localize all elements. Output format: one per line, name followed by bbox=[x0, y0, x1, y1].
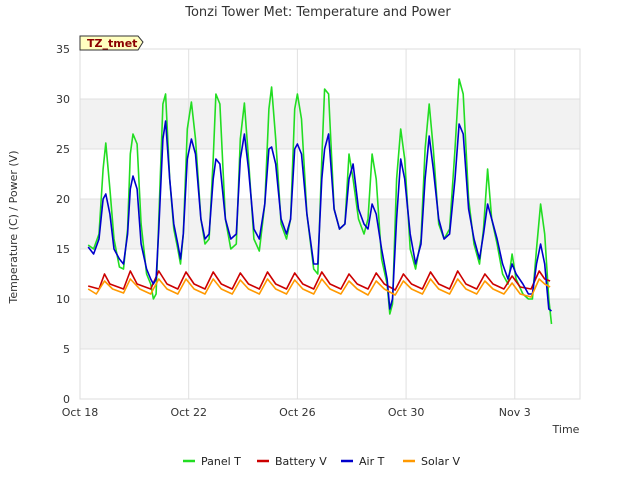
badge-box bbox=[79, 35, 144, 51]
y-tick-label: 5 bbox=[63, 343, 70, 356]
series-line-air-t bbox=[87, 120, 552, 312]
y-tick-label: 10 bbox=[56, 293, 70, 306]
plot-band bbox=[80, 199, 580, 249]
y-tick-label: 25 bbox=[56, 143, 70, 156]
x-tick-label: Oct 26 bbox=[279, 406, 316, 419]
plot-frame bbox=[79, 48, 581, 400]
station-badge: TZ_tmet bbox=[79, 35, 144, 51]
series-group bbox=[87, 78, 553, 325]
x-axis-label: Time bbox=[552, 423, 580, 436]
series-line-solar-v bbox=[87, 278, 551, 298]
x-tick-label: Oct 22 bbox=[170, 406, 207, 419]
y-tick-labels: 0 5 10 15 20 25 30 35 bbox=[56, 43, 70, 406]
series-line-battery-v bbox=[87, 270, 551, 291]
plot-band bbox=[80, 299, 580, 349]
y-tick-label: 0 bbox=[63, 393, 70, 406]
legend-label-panel-t: Panel T bbox=[201, 455, 241, 468]
x-tick-label: Nov 3 bbox=[499, 406, 531, 419]
x-tick-labels: Oct 18 Oct 22 Oct 26 Oct 30 Nov 3 bbox=[62, 406, 531, 419]
legend-label-battery-v: Battery V bbox=[275, 455, 327, 468]
y-tick-label: 35 bbox=[56, 43, 70, 56]
badge-label: TZ_tmet bbox=[87, 37, 137, 50]
y-tick-label: 15 bbox=[56, 243, 70, 256]
legend-label-air-t: Air T bbox=[359, 455, 385, 468]
legend-label-solar-v: Solar V bbox=[421, 455, 461, 468]
y-tick-label: 20 bbox=[56, 193, 70, 206]
x-tick-label: Oct 18 bbox=[62, 406, 99, 419]
chart-title: Tonzi Tower Met: Temperature and Power bbox=[184, 5, 451, 20]
x-tick-label: Oct 30 bbox=[388, 406, 425, 419]
y-tick-label: 30 bbox=[56, 93, 70, 106]
y-axis-label: Temperature (C) / Power (V) bbox=[7, 150, 20, 304]
legend: Panel T Battery V Air T Solar V bbox=[183, 455, 461, 468]
